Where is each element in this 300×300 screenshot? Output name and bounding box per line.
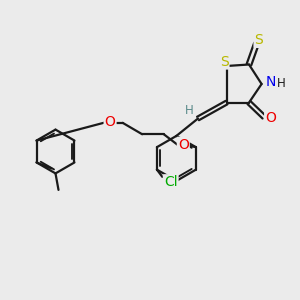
Text: O: O [105, 115, 116, 129]
Text: N: N [266, 76, 277, 89]
Text: O: O [265, 112, 276, 125]
Text: O: O [178, 138, 189, 152]
Text: S: S [254, 33, 263, 47]
Text: S: S [220, 55, 229, 68]
Text: H: H [277, 77, 286, 90]
Text: Cl: Cl [164, 175, 178, 189]
Text: H: H [184, 104, 194, 118]
